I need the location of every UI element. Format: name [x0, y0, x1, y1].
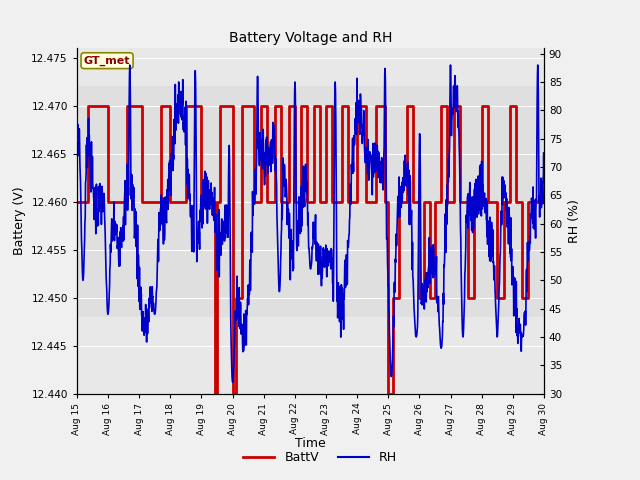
Title: Battery Voltage and RH: Battery Voltage and RH [228, 32, 392, 46]
Legend: BattV, RH: BattV, RH [238, 446, 402, 469]
Y-axis label: Battery (V): Battery (V) [13, 187, 26, 255]
X-axis label: Time: Time [295, 437, 326, 450]
Text: GT_met: GT_met [84, 56, 131, 66]
Bar [77, 86, 544, 317]
Y-axis label: RH (%): RH (%) [568, 199, 580, 243]
